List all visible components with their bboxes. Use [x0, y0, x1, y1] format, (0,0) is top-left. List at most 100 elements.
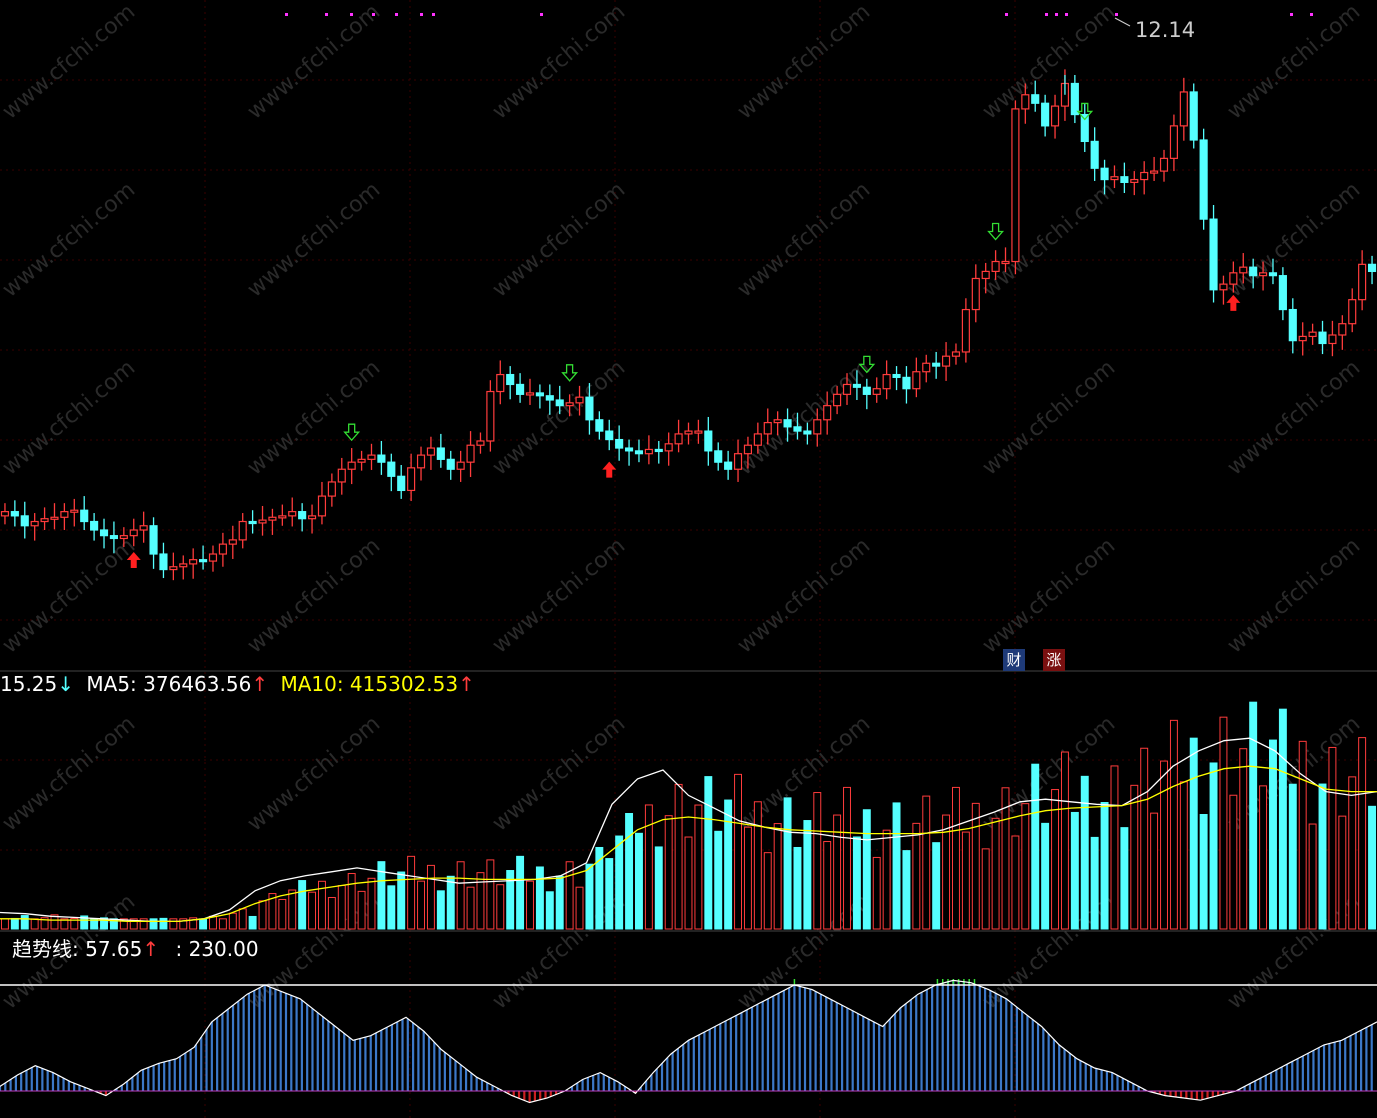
- candle-body: [60, 511, 69, 518]
- candle-body: [80, 509, 89, 523]
- candle-body: [773, 419, 782, 424]
- volume-bar: [506, 870, 515, 930]
- volume-bar: [714, 830, 723, 930]
- volume-bar: [1278, 708, 1287, 930]
- candle-body: [30, 520, 39, 527]
- volume-bar: [496, 884, 505, 930]
- candle-body: [1159, 157, 1169, 172]
- volume-bar: [902, 850, 911, 930]
- candle-body: [0, 511, 10, 517]
- volume-bar: [932, 842, 941, 930]
- candle-body: [724, 461, 733, 470]
- watermark-text: www.cfchi.com: [978, 355, 1120, 480]
- watermark-text: www.cfchi.com: [1223, 355, 1365, 480]
- candle-body: [416, 454, 426, 469]
- volume-bar: [922, 795, 931, 930]
- volume-bar: [1130, 784, 1139, 930]
- watermark-text: www.cfchi.com: [488, 533, 630, 658]
- volume-bar: [1348, 776, 1357, 930]
- signal-dot: [395, 13, 398, 16]
- volume-bar: [456, 861, 465, 930]
- volume-bar: [694, 804, 703, 930]
- candle-body: [199, 559, 208, 563]
- watermark-text: www.cfchi.com: [0, 0, 140, 125]
- peak-price-label: 12.14: [1135, 18, 1195, 42]
- volume-bar: [50, 914, 59, 930]
- watermark-text: www.cfchi.com: [733, 355, 875, 480]
- watermark-text: www.cfchi.com: [488, 0, 630, 125]
- volume-bar: [763, 852, 772, 930]
- volume-bar: [1070, 811, 1079, 930]
- candle-body: [1199, 139, 1208, 220]
- candle-body: [436, 447, 445, 460]
- candle-body: [298, 511, 307, 520]
- volume-bar: [565, 861, 574, 930]
- candle-body: [793, 426, 802, 432]
- volume-bar: [1328, 746, 1337, 930]
- volume-bar: [327, 897, 336, 930]
- signal-dot: [1065, 13, 1068, 16]
- candle-body: [189, 559, 198, 565]
- buy-arrow-icon: [126, 552, 141, 568]
- candle-body: [763, 422, 772, 435]
- candle-body: [1070, 82, 1079, 116]
- candle-body: [496, 373, 505, 393]
- finance-badge[interactable]: 财: [1003, 649, 1025, 671]
- candle-body: [833, 393, 842, 407]
- volume-bar: [1269, 739, 1277, 930]
- candle-body: [208, 553, 218, 562]
- candle-body: [545, 395, 554, 401]
- candle-body: [595, 419, 604, 432]
- volume-bar: [664, 815, 673, 930]
- candle-body: [1358, 263, 1367, 301]
- candle-body: [585, 396, 594, 421]
- ma10-arrow: ↑: [458, 672, 475, 696]
- volume-bar: [734, 773, 742, 930]
- volume-bar: [625, 813, 634, 930]
- candle-body: [555, 399, 564, 407]
- candle-body: [476, 440, 485, 446]
- volume-bar: [843, 786, 851, 930]
- candle-body: [357, 458, 366, 463]
- candle-body: [1150, 170, 1159, 174]
- volume-bar: [80, 915, 89, 930]
- volume-bar: [684, 836, 693, 930]
- candle-body: [565, 402, 574, 407]
- ma5-line: [0, 737, 1377, 923]
- volume-bar: [1120, 827, 1129, 930]
- volume-bar: [446, 875, 455, 930]
- volume-bar: [317, 880, 326, 930]
- volume-bar: [60, 918, 69, 930]
- volume-bar: [654, 846, 663, 930]
- sell-arrow-icon: [343, 423, 361, 442]
- volume-bar: [545, 891, 554, 930]
- volume-bar: [783, 797, 792, 930]
- volume-bar: [1209, 762, 1218, 930]
- candle-body: [109, 535, 118, 540]
- candle-body: [1318, 331, 1327, 345]
- candle-body: [1011, 108, 1020, 263]
- candle-body: [1328, 334, 1337, 345]
- candle-body: [1298, 335, 1307, 342]
- candle-body: [1179, 91, 1188, 127]
- volume-bar: [149, 918, 158, 930]
- watermark-text: www.cfchi.com: [733, 0, 875, 125]
- candle-body: [654, 448, 663, 453]
- volume-bar: [179, 918, 188, 930]
- volume-bar: [555, 875, 564, 930]
- candle-body: [674, 433, 683, 445]
- volume-bar: [407, 855, 416, 930]
- volume-bar: [1199, 814, 1208, 930]
- watermark-text: www.cfchi.com: [978, 177, 1120, 302]
- volume-bar: [961, 831, 970, 930]
- candle-body: [664, 443, 673, 452]
- candle-body: [1229, 272, 1238, 285]
- volume-bar: [872, 856, 881, 930]
- rise-badge[interactable]: 涨: [1043, 649, 1065, 671]
- candle-body: [605, 430, 614, 441]
- candle-body: [1278, 275, 1287, 311]
- sell-arrow-icon: [561, 364, 579, 382]
- volume-bar: [119, 918, 128, 930]
- trend-bars: [0, 979, 1377, 1104]
- signal-dot: [350, 13, 353, 16]
